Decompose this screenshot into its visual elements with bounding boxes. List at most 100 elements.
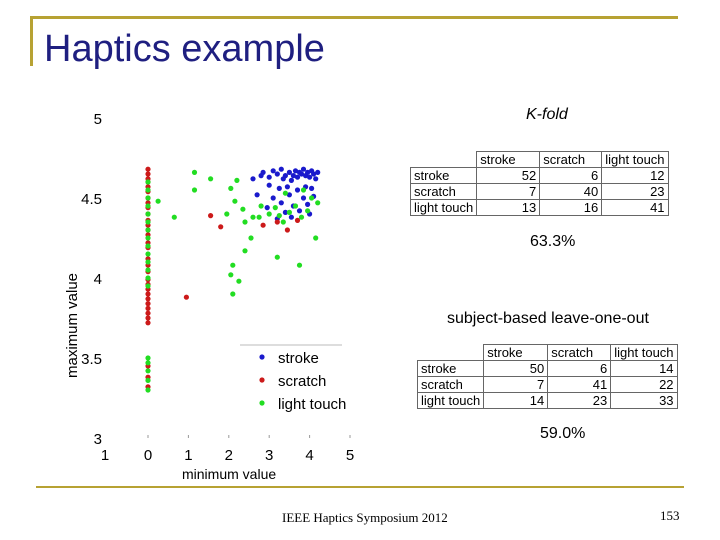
- data-point-light-touch: [248, 235, 254, 241]
- data-point-stroke: [286, 192, 292, 198]
- data-point-light-touch: [296, 262, 303, 268]
- legend-marker: [259, 354, 265, 360]
- data-point-stroke: [282, 173, 288, 179]
- data-point-scratch: [274, 219, 280, 225]
- loo-accuracy: 59.0%: [540, 425, 586, 442]
- data-point-stroke: [305, 201, 311, 207]
- axis-ticks: 3 3.5 4 4.5 5 0 1 2 3 4 5 1: [81, 111, 354, 464]
- x-tick-label: 5: [346, 447, 354, 464]
- data-point-stroke: [309, 185, 315, 191]
- data-point-light-touch: [230, 291, 236, 297]
- data-point-scratch: [145, 315, 151, 321]
- data-point-scratch: [294, 217, 301, 223]
- x-tick-label: 1: [101, 447, 109, 464]
- table-row: scratch 7 40 23: [409, 183, 669, 200]
- data-point-light-touch: [145, 235, 151, 241]
- data-point-light-touch: [250, 214, 256, 220]
- title-frame-left-rule: [30, 16, 33, 66]
- data-point-stroke: [294, 187, 301, 193]
- x-axis-label: minimum value: [182, 466, 276, 482]
- data-point-light-touch: [145, 243, 151, 249]
- data-point-stroke: [260, 169, 266, 175]
- data-point-stroke: [254, 192, 260, 198]
- table-cell: 41: [547, 376, 612, 393]
- table-column-header: scratch: [547, 344, 612, 361]
- table-corner: [418, 345, 484, 361]
- data-point-light-touch: [274, 254, 280, 260]
- data-point-light-touch: [145, 368, 151, 374]
- data-point-light-touch: [292, 203, 299, 209]
- kfold-accuracy: 63.3%: [530, 233, 576, 250]
- legend-label: stroke: [278, 350, 319, 367]
- legend: stroke scratch light touch: [240, 344, 346, 413]
- data-point-light-touch: [305, 208, 311, 214]
- data-point-stroke: [294, 174, 301, 180]
- legend-marker: [259, 377, 265, 383]
- data-point-stroke: [307, 174, 313, 180]
- table-row-label: stroke: [416, 360, 485, 377]
- table-column-header: light touch: [601, 151, 669, 168]
- y-axis-label: maximum value: [64, 273, 81, 378]
- table-cell: 33: [610, 392, 678, 409]
- table-cell: 7: [476, 183, 541, 200]
- y-tick-label: 4: [94, 271, 102, 288]
- data-point-scratch: [208, 213, 214, 219]
- table-cell: 40: [539, 183, 603, 200]
- table-row-label: scratch: [409, 183, 478, 200]
- kfold-confusion-table: stroke scratch light touch stroke 52 6 12 scrat…: [409, 151, 669, 216]
- data-point-stroke: [266, 182, 272, 188]
- data-point-light-touch: [266, 211, 272, 217]
- table-row: stroke 52 6 12: [409, 167, 669, 184]
- data-point-light-touch: [298, 214, 305, 220]
- data-point-light-touch: [145, 283, 151, 289]
- data-point-scratch: [145, 171, 151, 177]
- data-point-light-touch: [171, 214, 177, 220]
- data-point-stroke: [278, 200, 284, 206]
- table-row-label: light touch: [409, 199, 478, 216]
- scatter-plot: maximum value 3 3.5 4 4.5 5 0 1 2 3 4 5 1 stroke scr…: [64, 111, 354, 482]
- data-point-stroke: [300, 166, 307, 172]
- data-point-stroke: [288, 214, 294, 220]
- table-cell: 14: [483, 392, 549, 409]
- data-point-light-touch: [234, 177, 240, 183]
- data-point-stroke: [274, 171, 280, 177]
- data-point-light-touch: [228, 272, 234, 278]
- data-point-light-touch: [145, 219, 151, 225]
- data-point-light-touch: [236, 278, 242, 284]
- table-cell: 16: [539, 199, 603, 216]
- data-point-stroke: [270, 195, 276, 201]
- data-point-light-touch: [145, 211, 151, 217]
- data-point-light-touch: [224, 211, 230, 217]
- data-point-light-touch: [145, 377, 151, 383]
- data-point-light-touch: [286, 209, 292, 215]
- table-row-label: stroke: [409, 167, 478, 184]
- data-point-stroke: [313, 176, 319, 182]
- data-point-scratch: [284, 227, 290, 233]
- data-point-light-touch: [145, 360, 151, 366]
- y-tick-label: 4.5: [81, 191, 102, 208]
- data-point-stroke: [288, 177, 294, 183]
- data-point-scratch: [145, 320, 151, 326]
- data-point-light-touch: [208, 176, 214, 182]
- table-cell: 23: [601, 183, 669, 200]
- footer-text: IEEE Haptics Symposium 2012: [282, 510, 448, 525]
- table-cell: 7: [483, 376, 549, 393]
- data-point-scratch: [183, 294, 189, 300]
- table-cell: 22: [610, 376, 678, 393]
- data-point-light-touch: [145, 251, 151, 257]
- table-cell: 12: [601, 167, 669, 184]
- data-point-stroke: [296, 208, 303, 214]
- y-tick-label: 3.5: [81, 351, 102, 368]
- data-point-light-touch: [242, 219, 248, 225]
- table-row: stroke 50 6 14: [416, 360, 678, 377]
- table-cell: 6: [539, 167, 603, 184]
- data-point-scratch: [145, 310, 151, 316]
- data-point-light-touch: [145, 387, 151, 393]
- data-point-light-touch: [230, 262, 236, 268]
- data-point-light-touch: [145, 195, 151, 201]
- data-point-scratch: [218, 224, 224, 230]
- x-tick-label: 2: [225, 447, 233, 464]
- table-cell: 13: [476, 199, 541, 216]
- data-point-stroke: [290, 173, 296, 179]
- data-points: [145, 166, 321, 393]
